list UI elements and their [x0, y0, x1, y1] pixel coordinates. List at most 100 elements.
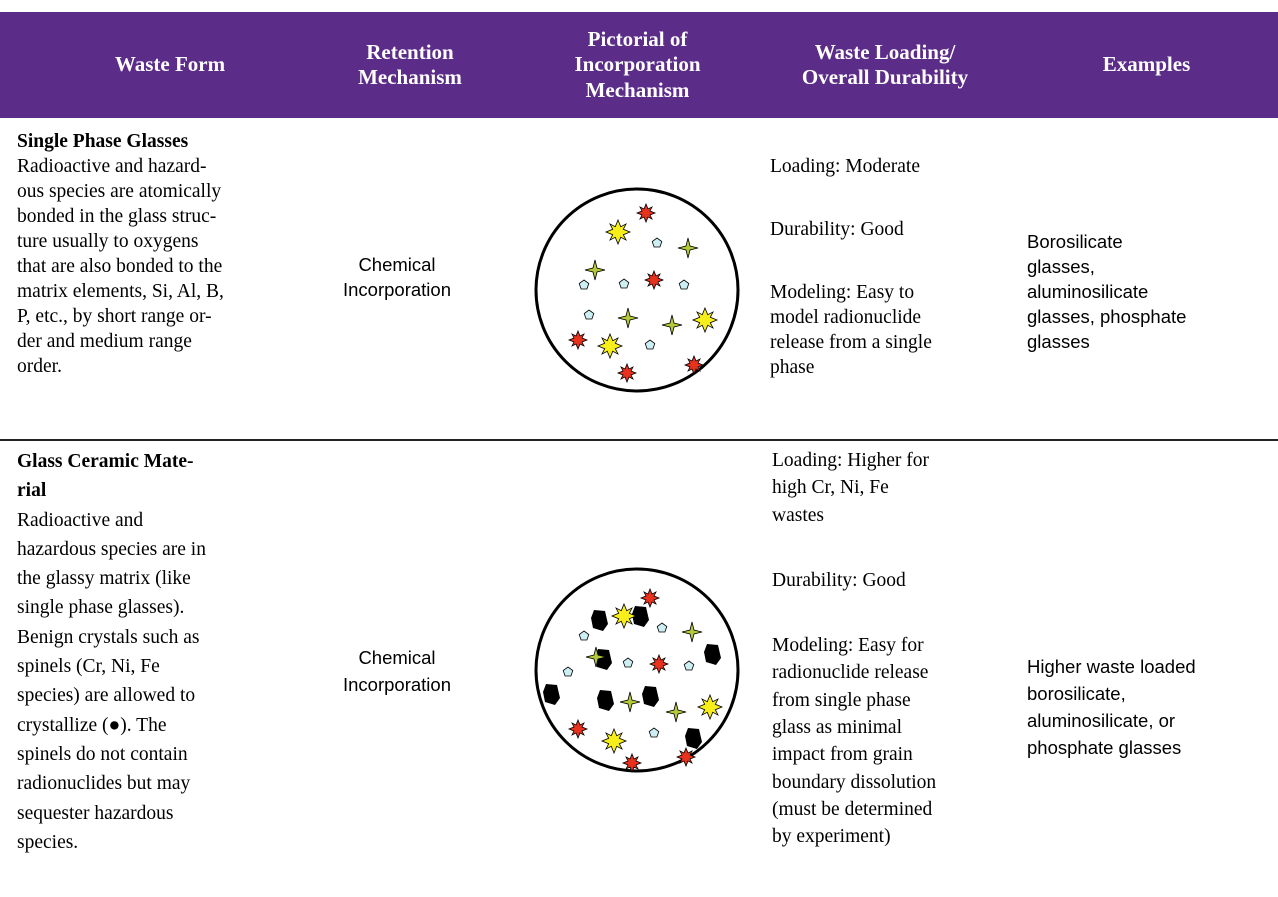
retention-cell: Chemical Incorporation — [322, 644, 472, 698]
modeling-text: (must be determined — [772, 798, 933, 820]
species-icon — [636, 203, 656, 223]
loading-text: Loading: Moderate — [770, 156, 920, 177]
header-cell: Waste Form — [40, 12, 300, 118]
waste-form-description: Radioactive and hazard- — [17, 156, 207, 177]
species-icon — [568, 330, 588, 350]
waste-form-description: der and medium range — [17, 331, 192, 352]
examples-text: Borosilicate — [1027, 231, 1123, 252]
species-icon — [692, 307, 718, 333]
waste-form-description: hazardous species are in — [17, 538, 206, 560]
header-text: Mechanism — [585, 77, 690, 102]
retention-text: Incorporation — [343, 279, 451, 300]
examples-text: borosilicate, — [1027, 683, 1126, 704]
header-text: Incorporation — [574, 52, 701, 77]
retention-text: Chemical — [358, 254, 436, 275]
waste-form-description: Radioactive and — [17, 509, 144, 531]
species-icon — [697, 694, 723, 720]
glass-circle — [534, 187, 740, 393]
waste-form-description: Benign crystals such as — [17, 626, 200, 648]
waste-form-description: crystallize (●). The — [17, 714, 167, 736]
retention-text: Chemical — [358, 647, 436, 668]
retention-text: Incorporation — [343, 674, 451, 695]
waste-form-description: matrix elements, Si, Al, B, — [17, 281, 224, 302]
loading-cell: Loading: Higher for high Cr, Ni, Fe wastes… — [772, 447, 936, 851]
examples-cell: Higher waste loaded borosilicate, aluminos… — [1027, 653, 1196, 761]
modeling-text: Modeling: Easy to — [770, 282, 915, 303]
modeling-text: release from a single — [770, 332, 932, 353]
header-text: Waste Loading/ — [814, 39, 956, 64]
examples-text: phosphate glasses — [1027, 737, 1182, 758]
waste-form-title: Single Phase Glasses — [17, 131, 189, 152]
waste-form-title: Glass Ceramic Mate- — [17, 451, 194, 472]
modeling-text: impact from grain — [772, 744, 913, 766]
species-icon — [611, 603, 637, 629]
waste-form-description: the glassy matrix (like — [17, 568, 191, 590]
waste-form-description: single phase glasses). — [17, 597, 185, 619]
modeling-text: glass as minimal — [772, 717, 902, 739]
header-text: Pictorial of — [587, 26, 688, 51]
header-text: Overall Durability — [801, 65, 969, 89]
examples-text: glasses — [1027, 331, 1090, 352]
header-cell: Pictorial of Incorporation Mechanism — [520, 12, 755, 118]
species-icon — [617, 363, 637, 383]
modeling-text: model radionuclide — [770, 307, 922, 328]
header-text: Waste Form — [114, 52, 226, 77]
species-icon — [597, 333, 623, 359]
header-cell: Examples — [1015, 12, 1278, 118]
loading-text: high Cr, Ni, Fe — [772, 477, 889, 499]
waste-form-description: species. — [17, 831, 79, 853]
examples-text: glasses, phosphate — [1027, 306, 1187, 327]
durability-text: Durability: Good — [770, 219, 904, 240]
waste-form-description: P, etc., by short range or- — [17, 306, 212, 327]
waste-form-description: species) are allowed to — [17, 685, 196, 707]
header-band — [0, 12, 1278, 118]
header-text: Retention — [366, 39, 454, 64]
examples-cell: Borosilicate glasses, aluminosilicate glass… — [1027, 229, 1186, 354]
species-icon — [644, 270, 664, 290]
pictorial-glass-ceramic — [534, 567, 740, 773]
species-icon — [568, 719, 588, 739]
header-text: Mechanism — [358, 65, 462, 89]
loading-text: wastes — [772, 504, 824, 526]
examples-text: aluminosilicate, or — [1027, 710, 1176, 731]
waste-form-title: rial — [17, 480, 47, 502]
waste-form-description: ture usually to oxygens — [17, 231, 199, 252]
species-icon — [684, 355, 704, 375]
waste-form-description: radionuclides but may — [17, 773, 191, 795]
waste-form-description: bonded in the glass struc- — [17, 206, 217, 227]
species-icon — [601, 728, 627, 754]
waste-form-description: spinels do not contain — [17, 743, 188, 765]
waste-form-description: that are also bonded to the — [17, 256, 223, 277]
modeling-text: from single phase — [772, 689, 911, 711]
species-icon — [676, 747, 696, 767]
waste-form-description: sequester hazardous — [17, 802, 174, 824]
species-icon — [605, 219, 631, 245]
waste-form-cell: Glass Ceramic Mate-rial Radioactive and ha… — [17, 447, 206, 857]
loading-cell: Loading: Moderate Durability: Good Modelin… — [770, 154, 932, 380]
durability-text: Durability: Good — [772, 569, 906, 591]
header-cell: Retention Mechanism — [300, 12, 520, 118]
row-divider — [0, 439, 1278, 441]
loading-text: Loading: Higher for — [772, 450, 930, 471]
waste-form-description: ous species are atomically — [17, 181, 222, 202]
waste-form-description: order. — [17, 356, 62, 377]
modeling-text: radionuclide release — [772, 662, 929, 684]
retention-cell: Chemical Incorporation — [322, 252, 472, 302]
examples-text: glasses, — [1027, 256, 1095, 277]
examples-text: Higher waste loaded — [1027, 656, 1196, 677]
modeling-text: Modeling: Easy for — [772, 635, 924, 657]
waste-form-description: spinels (Cr, Ni, Fe — [17, 656, 160, 678]
glass-circle — [534, 567, 740, 773]
pictorial-single-phase — [534, 187, 740, 393]
modeling-text: by experiment) — [772, 826, 891, 848]
species-icon — [649, 654, 669, 674]
waste-form-cell: Single Phase Glasses Radioactive and haza… — [17, 129, 224, 379]
examples-text: aluminosilicate — [1027, 281, 1149, 302]
header-text: Examples — [1102, 52, 1191, 77]
header-cell: Waste Loading/Overall Durability — [755, 12, 1015, 118]
species-icon — [622, 753, 642, 773]
modeling-text: phase — [770, 357, 815, 378]
